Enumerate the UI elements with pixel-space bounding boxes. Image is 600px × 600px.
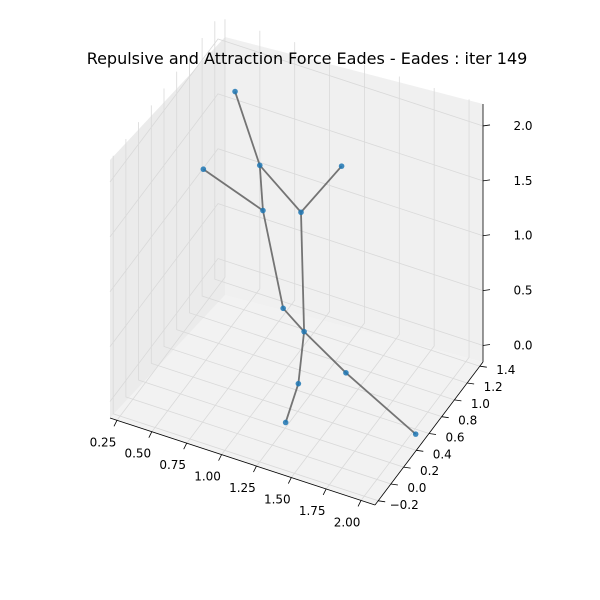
graph-node — [260, 207, 266, 214]
y-tick-mark — [479, 365, 487, 368]
graph-node — [412, 431, 419, 437]
graph-edge — [284, 383, 300, 423]
graph-edge — [345, 372, 417, 435]
pane-back — [225, 37, 483, 362]
graph-edge — [259, 164, 302, 213]
y-tick-label: 0.8 — [458, 414, 477, 428]
x-tick-mark — [322, 488, 327, 496]
y-tick-label: 0.6 — [445, 431, 464, 445]
x-tick-mark — [287, 477, 292, 484]
z-tick-mark — [482, 344, 491, 346]
z-gridline — [109, 148, 484, 292]
y-tick-mark — [403, 466, 411, 469]
x-tick-mark — [113, 420, 118, 427]
y-tick-mark — [416, 449, 424, 452]
graph-node — [301, 328, 307, 335]
chart-title: Repulsive and Attraction Force Eades - E… — [87, 49, 528, 68]
x-gridline — [290, 76, 400, 478]
z-tick-mark — [482, 179, 491, 182]
z-tick-mark — [482, 289, 491, 292]
x-tick-mark — [218, 454, 222, 461]
x-tick-label: 1.75 — [299, 504, 326, 518]
x-gridline — [116, 19, 226, 421]
y-tick-mark — [467, 382, 475, 385]
graph-edge — [258, 165, 264, 211]
y-tick-mark — [441, 416, 449, 419]
y-tick-label: 0.2 — [420, 464, 439, 478]
z-tick-mark — [482, 234, 491, 237]
y-tick-mark — [454, 399, 462, 402]
x-gridline — [186, 42, 296, 444]
graph-edge — [262, 210, 285, 309]
graph-edges — [202, 91, 417, 435]
graph-edge — [300, 165, 343, 213]
y-tick-label: −0.2 — [390, 498, 419, 512]
z-tick-label: 1.0 — [513, 229, 532, 243]
x-tick-label: 0.25 — [90, 435, 117, 449]
y-gridline — [214, 21, 480, 367]
y-gridline — [201, 38, 468, 384]
graph-edge — [303, 330, 347, 374]
x-gridline — [151, 30, 261, 432]
x-tick-label: 0.75 — [159, 458, 186, 472]
graph-node — [280, 305, 286, 312]
y-gridline — [163, 88, 430, 434]
graph-node — [256, 162, 263, 169]
x-tick-label: 1.50 — [264, 493, 291, 507]
y-tick-label: 0.4 — [433, 447, 452, 461]
graph-node — [200, 166, 207, 173]
graph-node — [295, 380, 302, 387]
y-tick-label: 0.0 — [407, 481, 426, 495]
z-tick-label: 0.5 — [513, 284, 532, 298]
y-gridline — [138, 122, 404, 468]
graph-edge — [282, 307, 305, 333]
axis-ticks: 0.25 0.50 0.75 1.00 1.25 1.50 1.75 2.00 −0.2 0.0 0… — [90, 119, 533, 529]
graph-edge — [202, 168, 264, 212]
x-gridline — [256, 65, 365, 467]
x-tick-label: 1.25 — [229, 481, 256, 495]
z-tick-label: 1.5 — [513, 174, 532, 188]
graph-edge — [300, 212, 305, 332]
y-gridline — [176, 71, 442, 418]
axes-grid — [109, 19, 484, 502]
z-tick-label: 0.0 — [513, 339, 532, 353]
x-tick-label: 1.00 — [194, 470, 221, 484]
y-tick-mark — [390, 483, 398, 486]
z-gridline — [109, 93, 484, 238]
graph-node — [282, 419, 289, 426]
graph-node — [232, 88, 238, 95]
graph-node — [343, 370, 349, 376]
y-tick-label: 1.4 — [496, 363, 515, 377]
x-tick-label: 2.00 — [334, 515, 361, 529]
z-tick-label: 2.0 — [513, 119, 532, 133]
y-tick-mark — [378, 500, 386, 503]
x-tick-mark — [357, 500, 362, 507]
x-tick-label: 0.50 — [124, 447, 151, 461]
z-tick-mark — [482, 124, 491, 127]
z-gridline — [109, 203, 484, 347]
x-axis-line — [109, 417, 376, 506]
graph-edge — [234, 91, 261, 166]
graph-edge — [297, 331, 305, 384]
x-tick-mark — [253, 465, 257, 473]
y-tick-label: 1.0 — [471, 397, 490, 411]
y-tick-mark — [428, 433, 437, 435]
graph-node — [338, 163, 345, 169]
y-tick-label: 1.2 — [484, 380, 503, 394]
z-gridline — [109, 258, 484, 402]
y-gridline — [150, 105, 417, 451]
graph-nodes — [200, 88, 419, 437]
graph-node — [298, 209, 304, 216]
y-gridline — [125, 138, 392, 485]
z-gridline — [109, 38, 484, 183]
x-gridline — [360, 99, 470, 501]
x-gridline — [325, 87, 435, 490]
x-tick-mark — [148, 431, 153, 438]
y-gridline — [112, 155, 379, 502]
x-tick-mark — [183, 443, 188, 450]
y-gridline — [189, 54, 455, 401]
x-gridline — [221, 53, 330, 455]
